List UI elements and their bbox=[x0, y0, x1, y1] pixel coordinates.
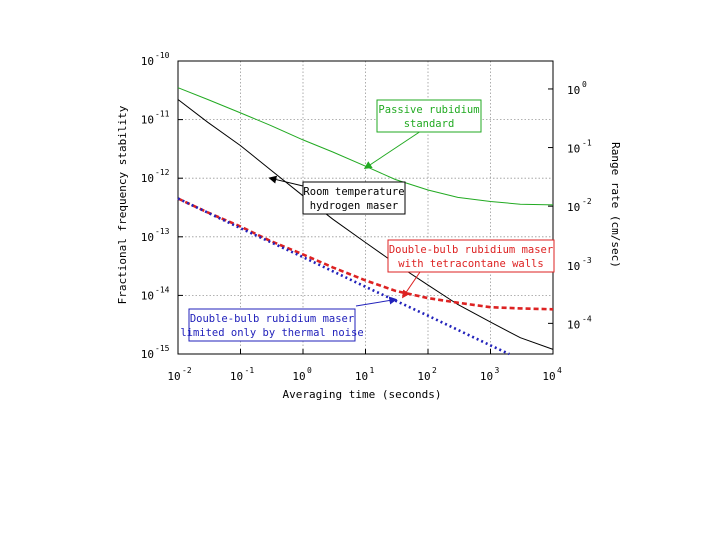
annotation-box-thermal bbox=[188, 308, 356, 342]
svg-text:-1: -1 bbox=[245, 366, 255, 375]
x-tick-label-4: 10 2 bbox=[417, 366, 437, 383]
svg-text:2: 2 bbox=[432, 366, 437, 375]
svg-text:3: 3 bbox=[495, 366, 500, 375]
svg-text:10: 10 bbox=[567, 201, 580, 214]
annotation-text-thermal-0: Double-bulb rubidium maser bbox=[190, 313, 354, 325]
svg-text:10: 10 bbox=[567, 260, 580, 273]
svg-text:0: 0 bbox=[307, 366, 312, 375]
x-tick-label-5: 10 3 bbox=[480, 366, 500, 383]
y-left-tick-label-4: 10 -14 bbox=[141, 285, 170, 302]
y-right-tick-label-4: 10 -4 bbox=[567, 314, 592, 331]
svg-text:10: 10 bbox=[542, 370, 555, 383]
y-left-tick-label-5: 10 -15 bbox=[141, 344, 170, 361]
svg-text:10: 10 bbox=[167, 370, 180, 383]
svg-text:0: 0 bbox=[582, 80, 587, 89]
annotation-passive: Passive rubidium standard bbox=[363, 99, 482, 169]
annotation-thermal: Double-bulb rubidium maser limited only b… bbox=[180, 296, 398, 342]
svg-text:10: 10 bbox=[567, 318, 580, 331]
x-tick-label-3: 10 1 bbox=[355, 366, 375, 383]
annotation-text-passive-1: standard bbox=[404, 118, 455, 130]
svg-text:10: 10 bbox=[141, 172, 154, 185]
y-left-tick-label-0: 10 -10 bbox=[141, 51, 170, 68]
svg-text:-15: -15 bbox=[155, 344, 170, 353]
svg-text:-12: -12 bbox=[155, 168, 170, 177]
series-line-1 bbox=[177, 99, 554, 350]
annotation-box-tetra bbox=[387, 239, 555, 273]
x-tick-label-2: 10 0 bbox=[292, 366, 312, 383]
y-axis-left-label: Fractional frequency stability bbox=[116, 105, 129, 304]
x-tick-label-0: 10 -2 bbox=[167, 366, 191, 383]
annotation-arrow-passive bbox=[363, 130, 422, 169]
svg-text:-4: -4 bbox=[582, 314, 592, 323]
annotation-text-thermal-1: limited only by thermal noise bbox=[180, 327, 363, 339]
svg-text:-1: -1 bbox=[582, 139, 592, 148]
series-line-3 bbox=[177, 197, 510, 356]
svg-text:10: 10 bbox=[141, 289, 154, 302]
svg-text:10: 10 bbox=[141, 55, 154, 68]
svg-text:10: 10 bbox=[480, 370, 493, 383]
annotation-text-passive-0: Passive rubidium bbox=[378, 104, 479, 116]
svg-text:-2: -2 bbox=[582, 197, 592, 206]
y-right-tick-label-0: 10 0 bbox=[567, 80, 587, 97]
y-right-tick-label-1: 10 -1 bbox=[567, 139, 592, 156]
svg-text:10: 10 bbox=[141, 114, 154, 127]
annotation-hmaser: Room temperature hydrogen maser bbox=[268, 175, 406, 215]
svg-text:10: 10 bbox=[567, 84, 580, 97]
y-left-tick-label-3: 10 -13 bbox=[141, 227, 170, 244]
svg-text:10: 10 bbox=[141, 231, 154, 244]
annotations: Passive rubidium standard Room temperature… bbox=[180, 99, 555, 342]
x-tick-label-6: 10 4 bbox=[542, 366, 562, 383]
y-left-tick-label-1: 10 -11 bbox=[141, 110, 170, 127]
annotation-text-tetra-1: with tetracontane walls bbox=[398, 258, 543, 270]
svg-text:4: 4 bbox=[557, 366, 562, 375]
svg-text:10: 10 bbox=[230, 370, 243, 383]
annotation-arrow-hmaser bbox=[268, 175, 304, 187]
x-tick-label-1: 10 -1 bbox=[230, 366, 254, 383]
annotation-text-hmaser-1: hydrogen maser bbox=[310, 200, 399, 212]
svg-text:10: 10 bbox=[355, 370, 368, 383]
svg-text:-3: -3 bbox=[582, 256, 592, 265]
svg-text:-11: -11 bbox=[155, 110, 170, 119]
svg-text:10: 10 bbox=[141, 348, 154, 361]
series-line-2 bbox=[177, 197, 554, 311]
y-axis-right-label: Range rate (cm/sec) bbox=[609, 142, 622, 268]
annotation-text-hmaser-0: Room temperature bbox=[303, 186, 404, 198]
svg-text:10: 10 bbox=[417, 370, 430, 383]
annotation-tetra: Double-bulb rubidium maser with tetracont… bbox=[387, 239, 555, 299]
svg-text:10: 10 bbox=[567, 143, 580, 156]
annotation-arrow-tetra bbox=[402, 271, 421, 299]
x-axis-ticks: 10 -2 10 -1 10 0 10 1 10 2 10 3 10 4 bbox=[167, 349, 562, 383]
svg-text:-14: -14 bbox=[155, 285, 170, 294]
x-axis-label: Averaging time (seconds) bbox=[283, 388, 442, 401]
y-left-tick-label-2: 10 -12 bbox=[141, 168, 170, 185]
svg-text:1: 1 bbox=[370, 366, 375, 375]
y-right-tick-label-3: 10 -3 bbox=[567, 256, 592, 273]
svg-text:10: 10 bbox=[292, 370, 305, 383]
y-right-tick-label-2: 10 -2 bbox=[567, 197, 592, 214]
svg-text:-10: -10 bbox=[155, 51, 170, 60]
annotation-arrow-thermal bbox=[355, 296, 398, 307]
svg-text:-2: -2 bbox=[182, 366, 192, 375]
svg-text:-13: -13 bbox=[155, 227, 170, 236]
annotation-text-tetra-0: Double-bulb rubidium maser bbox=[389, 244, 553, 256]
annotation-box-hmaser bbox=[302, 181, 406, 215]
annotation-box-passive bbox=[376, 99, 482, 133]
